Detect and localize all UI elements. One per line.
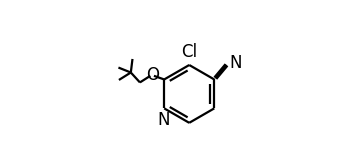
Text: N: N — [157, 111, 170, 129]
Text: N: N — [229, 54, 242, 72]
Text: Cl: Cl — [181, 43, 197, 61]
Text: O: O — [146, 66, 159, 84]
